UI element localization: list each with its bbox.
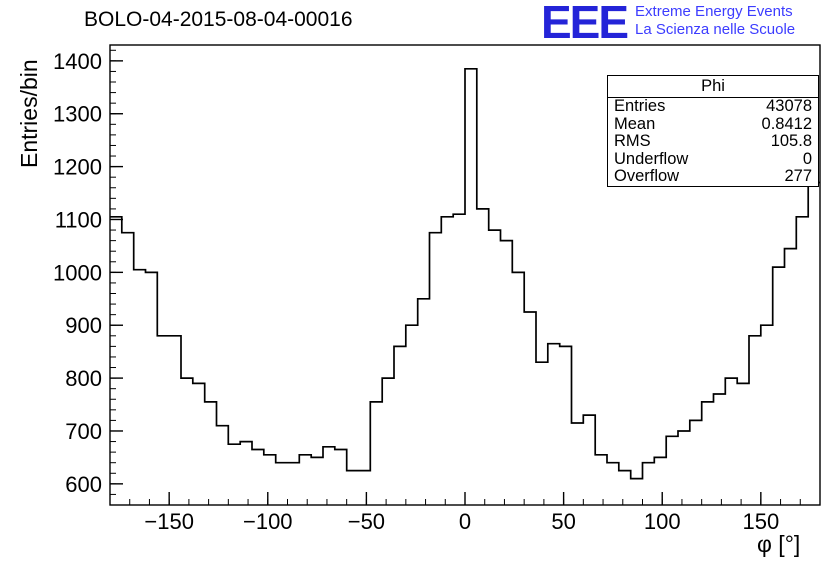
stats-value: 277	[784, 167, 812, 186]
stats-label: RMS	[614, 132, 651, 151]
stats-value: 105.8	[770, 132, 812, 151]
eee-logo-line2: La Scienza nelle Scuole	[635, 21, 796, 38]
stats-label: Underflow	[614, 149, 689, 168]
stats-title: Phi	[608, 76, 818, 98]
stats-row-entries: Entries 43078	[608, 97, 818, 116]
svg-text:700: 700	[65, 419, 102, 444]
eee-logo-text: EEE	[541, 0, 629, 48]
svg-text:−100: −100	[243, 509, 293, 534]
stats-row-mean: Mean 0.8412	[608, 114, 818, 134]
x-axis-label: φ [°]	[757, 531, 801, 557]
svg-text:1000: 1000	[53, 260, 102, 285]
stats-box: Phi Entries 43078 Mean 0.8412 RMS 105.8 …	[607, 75, 819, 187]
stats-row-underflow: Underflow 0	[608, 149, 818, 169]
svg-text:1400: 1400	[53, 49, 102, 74]
svg-text:0: 0	[459, 509, 471, 534]
svg-text:150: 150	[742, 509, 779, 534]
stats-row-overflow: Overflow 277	[608, 168, 818, 186]
stats-value: 0	[802, 149, 812, 168]
svg-text:1300: 1300	[53, 102, 102, 127]
svg-text:1100: 1100	[55, 207, 102, 232]
stats-label: Entries	[614, 97, 666, 115]
stats-row-rms: RMS 105.8	[608, 133, 818, 151]
plot-title: BOLO-04-2015-08-04-00016	[84, 8, 353, 31]
stats-label: Mean	[614, 114, 656, 133]
stats-value: 43078	[766, 97, 812, 115]
eee-logo-caption: Extreme Energy Events La Scienza nelle S…	[635, 3, 795, 39]
svg-text:50: 50	[551, 509, 575, 534]
eee-logo: EEE Extreme Energy Events La Scienza nel…	[541, 0, 795, 48]
stats-label: Overflow	[614, 167, 680, 186]
svg-text:800: 800	[65, 366, 102, 391]
svg-text:1200: 1200	[53, 155, 102, 180]
svg-text:100: 100	[644, 509, 681, 534]
svg-text:900: 900	[65, 313, 102, 338]
eee-logo-line1: Extreme Energy Events	[635, 3, 793, 20]
svg-text:−150: −150	[144, 509, 194, 534]
stats-value: 0.8412	[761, 114, 812, 133]
svg-text:−50: −50	[348, 509, 385, 534]
svg-text:600: 600	[65, 472, 102, 497]
